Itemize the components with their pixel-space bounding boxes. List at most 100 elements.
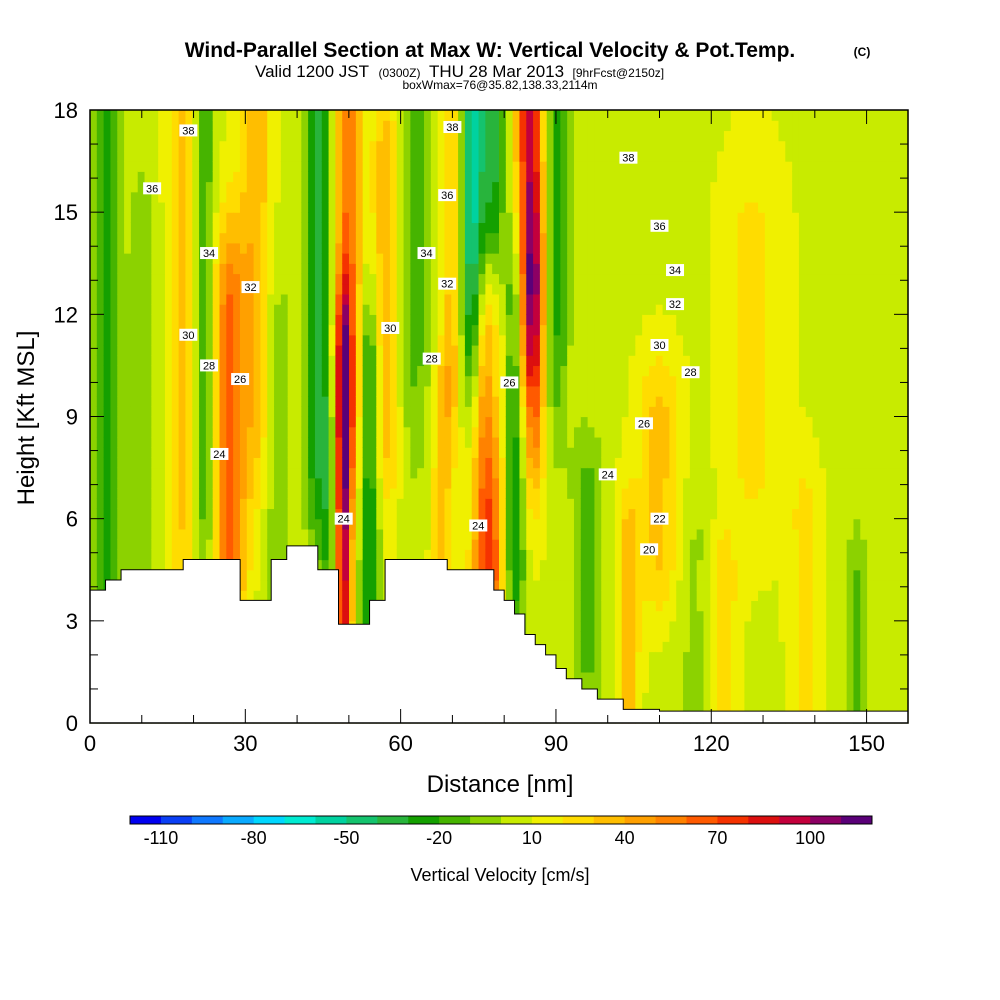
velocity-cell — [233, 283, 241, 295]
velocity-cell — [580, 222, 589, 234]
velocity-cell — [451, 518, 459, 530]
velocity-cell — [573, 518, 582, 530]
velocity-cell — [458, 150, 466, 162]
velocity-cell — [308, 130, 316, 142]
velocity-cell — [260, 385, 268, 397]
velocity-cell — [226, 232, 234, 244]
velocity-cell — [185, 171, 193, 183]
velocity-cell — [164, 385, 173, 397]
velocity-cell — [642, 590, 650, 601]
velocity-cell — [403, 263, 411, 275]
velocity-cell — [628, 406, 636, 418]
velocity-cell — [567, 375, 575, 387]
velocity-cell — [505, 110, 514, 121]
velocity-cell — [424, 375, 432, 387]
velocity-cell — [601, 201, 609, 213]
velocity-cell — [199, 467, 207, 479]
velocity-cell — [212, 283, 221, 295]
velocity-cell — [376, 212, 384, 223]
velocity-cell — [110, 304, 118, 315]
velocity-cell — [553, 334, 561, 346]
velocity-cell — [335, 130, 343, 142]
velocity-cell — [96, 273, 105, 285]
velocity-cell — [321, 110, 330, 121]
velocity-cell — [349, 232, 357, 244]
velocity-cell — [526, 385, 534, 397]
velocity-cell — [628, 232, 636, 244]
velocity-cell — [137, 498, 146, 510]
velocity-cell — [130, 181, 139, 193]
velocity-cell — [199, 314, 207, 326]
velocity-cell — [533, 539, 541, 550]
velocity-cell — [573, 355, 582, 367]
velocity-cell — [424, 263, 432, 275]
velocity-cell — [567, 641, 575, 653]
velocity-cell — [151, 171, 159, 183]
velocity-cell — [233, 212, 241, 223]
velocity-cell — [199, 539, 207, 550]
velocity-cell — [90, 212, 98, 223]
velocity-cell — [396, 222, 405, 234]
velocity-cell — [301, 150, 309, 162]
velocity-cell — [587, 600, 596, 612]
velocity-cell — [342, 314, 350, 326]
velocity-cell — [464, 467, 473, 479]
velocity-cell — [164, 293, 173, 305]
velocity-cell — [117, 467, 125, 479]
velocity-cell — [376, 283, 384, 295]
velocity-cell — [233, 161, 241, 172]
velocity-cell — [137, 293, 146, 305]
velocity-cell — [580, 641, 589, 653]
velocity-cell — [267, 304, 275, 315]
velocity-cell — [533, 447, 541, 458]
velocity-cell — [505, 222, 514, 234]
velocity-cell — [226, 498, 234, 510]
velocity-cell — [580, 304, 589, 315]
velocity-cell — [478, 150, 486, 162]
velocity-cell — [458, 201, 466, 213]
velocity-cell — [410, 324, 418, 336]
velocity-cell — [478, 498, 486, 510]
velocity-cell — [253, 222, 262, 234]
velocity-cell — [458, 457, 466, 469]
velocity-cell — [458, 253, 466, 264]
velocity-cell — [573, 334, 582, 346]
velocity-cell — [124, 120, 132, 132]
velocity-cell — [239, 110, 248, 121]
velocity-cell — [287, 212, 296, 223]
velocity-cell — [144, 539, 152, 550]
velocity-cell — [601, 569, 609, 581]
velocity-cell — [485, 344, 493, 356]
velocity-cell — [608, 365, 616, 377]
velocity-cell — [199, 436, 207, 448]
velocity-cell — [137, 253, 146, 264]
velocity-cell — [573, 539, 582, 550]
velocity-cell — [485, 396, 493, 407]
velocity-cell — [499, 344, 507, 356]
velocity-cell — [376, 385, 384, 397]
velocity-cell — [628, 579, 636, 591]
velocity-cell — [110, 426, 118, 438]
velocity-cell — [342, 488, 350, 499]
velocity-cell — [144, 396, 152, 407]
velocity-cell — [519, 396, 527, 407]
velocity-cell — [308, 293, 316, 305]
velocity-cell — [492, 355, 500, 367]
velocity-cell — [355, 110, 364, 121]
velocity-cell — [539, 569, 548, 581]
velocity-cell — [226, 416, 234, 428]
velocity-cell — [512, 385, 521, 397]
velocity-cell — [396, 549, 405, 561]
velocity-cell — [464, 293, 473, 305]
velocity-cell — [410, 344, 418, 356]
velocity-cell — [205, 201, 214, 213]
velocity-cell — [403, 467, 411, 479]
velocity-cell — [321, 120, 330, 132]
velocity-cell — [233, 498, 241, 510]
velocity-cell — [458, 549, 466, 561]
velocity-cell — [274, 242, 282, 254]
velocity-cell — [233, 130, 241, 142]
velocity-cell — [601, 385, 609, 397]
velocity-cell — [164, 263, 173, 275]
velocity-cell — [117, 191, 125, 203]
